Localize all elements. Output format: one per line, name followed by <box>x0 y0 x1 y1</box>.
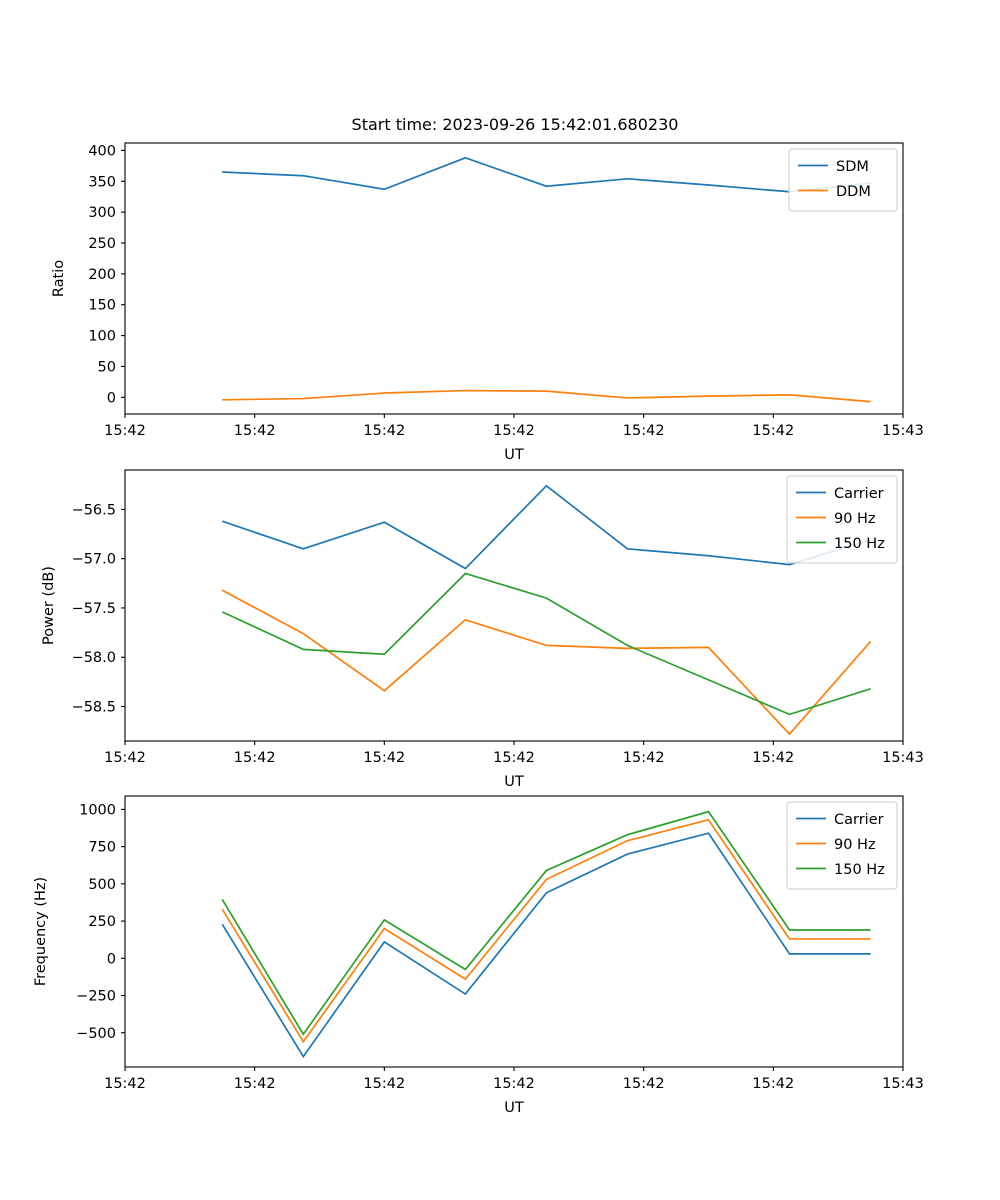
legend-label-90-hz: 90 Hz <box>834 837 876 853</box>
y-tick-label: −57.5 <box>72 601 116 617</box>
series-line-90-hz <box>221 589 872 736</box>
y-tick-label: 400 <box>88 143 116 159</box>
y-tick-label: 0 <box>107 390 116 406</box>
y-axis-label: Ratio <box>51 260 67 297</box>
x-tick-label: 15:42 <box>363 750 405 766</box>
plot-area <box>125 796 903 1067</box>
y-tick-label: −500 <box>76 1026 116 1042</box>
x-tick-label: 15:42 <box>752 750 794 766</box>
y-axis-label: Frequency (Hz) <box>33 877 49 986</box>
x-tick-label: 15:42 <box>104 1076 146 1092</box>
x-tick-label: 15:42 <box>623 750 665 766</box>
x-tick-label: 15:43 <box>882 423 924 439</box>
x-axis-label: UT <box>504 1100 524 1116</box>
y-tick-label: 50 <box>98 359 116 375</box>
legend-box <box>788 148 898 212</box>
y-tick-label: 0 <box>107 951 116 967</box>
data-lines <box>222 156 871 403</box>
legend-label-90-hz: 90 Hz <box>834 511 876 527</box>
series-line-90-hz <box>221 818 871 1044</box>
y-tick-label: 1000 <box>79 802 116 818</box>
legend-label-150-hz: 150 Hz <box>834 536 885 552</box>
legend[interactable]: SDM DDM <box>788 148 898 212</box>
series-line-150-hz <box>221 810 871 1036</box>
x-tick-label: 15:42 <box>363 423 405 439</box>
x-tick-label: 15:42 <box>752 423 794 439</box>
x-tick-label: 15:42 <box>493 750 535 766</box>
y-tick-label: 500 <box>88 877 116 893</box>
frequency-subplot: 15:42 15:42 15:42 15:42 15:42 15:42 15:43 −500 −… <box>33 795 924 1116</box>
y-tick-label: −58.5 <box>72 700 116 716</box>
series-line-ddm <box>222 389 871 403</box>
series-line-carrier <box>221 832 871 1059</box>
legend-label-carrier: Carrier <box>834 812 884 828</box>
legend[interactable]: Carrier 90 Hz 150 Hz <box>786 475 898 564</box>
y-tick-label: 250 <box>88 914 116 930</box>
legend-label-ddm: DDM <box>836 184 871 200</box>
legend-box <box>786 801 898 890</box>
x-tick-label: 15:42 <box>104 750 146 766</box>
data-lines <box>221 810 871 1059</box>
axes-container: 15:42 15:42 15:42 15:42 15:42 15:42 15:43 0 50 10… <box>33 142 924 1116</box>
x-tick-label: 15:42 <box>234 423 276 439</box>
x-tick-label: 15:42 <box>234 750 276 766</box>
legend-label-sdm: SDM <box>836 159 869 175</box>
series-line-150-hz <box>221 572 871 716</box>
y-tick-label: −58.0 <box>72 650 116 666</box>
x-tick-label: 15:42 <box>493 423 535 439</box>
x-tick-label: 15:42 <box>752 1076 794 1092</box>
x-tick-label: 15:42 <box>623 1076 665 1092</box>
power-subplot: 15:42 15:42 15:42 15:42 15:42 15:42 15:43 −56.5… <box>41 469 924 790</box>
plot-area <box>125 470 903 741</box>
x-tick-label: 15:43 <box>882 750 924 766</box>
x-axis-label: UT <box>504 447 524 463</box>
x-axis-label: UT <box>504 774 524 790</box>
x-tick-label: 15:42 <box>104 423 146 439</box>
ratio-subplot: 15:42 15:42 15:42 15:42 15:42 15:42 15:43 0 50 10… <box>51 142 924 463</box>
y-tick-label: 750 <box>88 840 116 856</box>
x-tick-label: 15:42 <box>623 423 665 439</box>
y-tick-label: 250 <box>88 236 116 252</box>
data-lines <box>221 484 872 736</box>
series-line-carrier <box>221 484 871 570</box>
legend-label-150-hz: 150 Hz <box>834 862 885 878</box>
legend-box <box>786 475 898 564</box>
plot-area <box>125 143 903 414</box>
x-tick-label: 15:42 <box>493 1076 535 1092</box>
page-title: Start time: 2023-09-26 15:42:01.680230 <box>352 115 679 134</box>
y-tick-label: 200 <box>88 267 116 283</box>
y-axis-label: Power (dB) <box>41 566 57 645</box>
y-tick-label: −56.5 <box>72 502 116 518</box>
y-tick-label: 150 <box>88 298 116 314</box>
y-tick-label: −250 <box>76 989 116 1005</box>
x-tick-label: 15:42 <box>234 1076 276 1092</box>
legend-label-carrier: Carrier <box>834 486 884 502</box>
y-tick-label: 350 <box>88 174 116 190</box>
x-tick-label: 15:42 <box>363 1076 405 1092</box>
legend[interactable]: Carrier 90 Hz 150 Hz <box>786 801 898 890</box>
y-tick-label: 100 <box>88 329 116 345</box>
x-tick-label: 15:43 <box>882 1076 924 1092</box>
y-tick-label: 300 <box>88 205 116 221</box>
y-tick-label: −57.0 <box>72 552 116 568</box>
series-line-sdm <box>222 156 871 193</box>
